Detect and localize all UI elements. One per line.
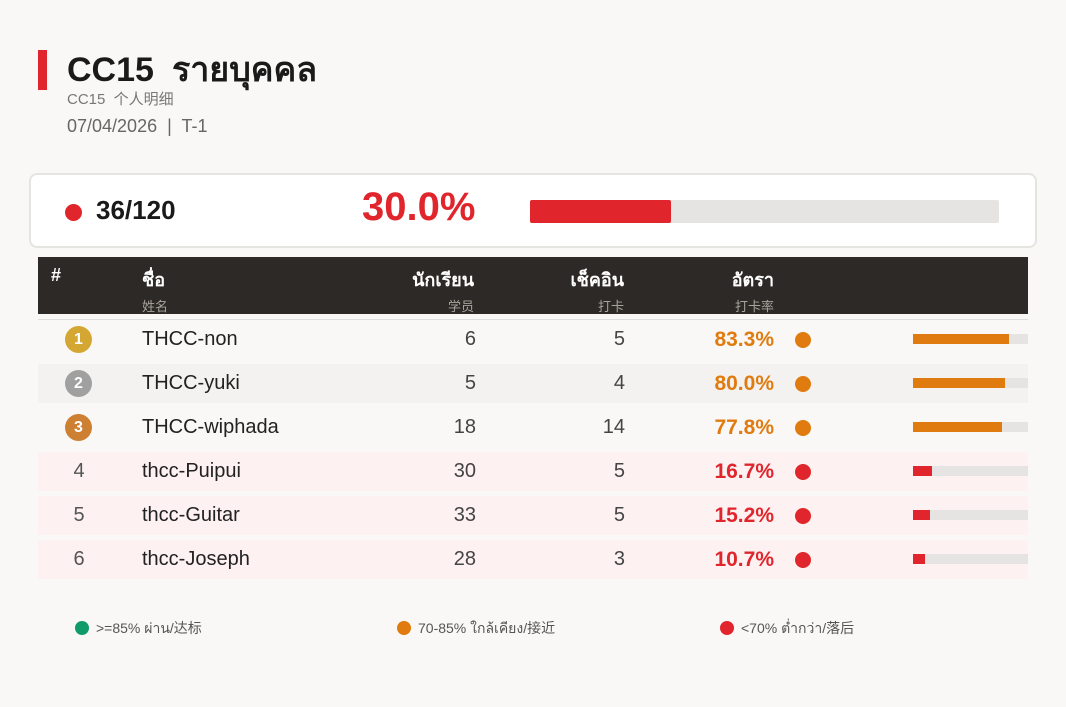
row-checkins: 4 [613, 372, 625, 394]
rank-medal-gold: 1 [65, 326, 92, 353]
title-accent-bar [38, 50, 47, 90]
row-name: THCC-non [142, 328, 238, 350]
row-students: 28 [453, 548, 476, 570]
row-status-dot [795, 376, 811, 392]
row-name: THCC-yuki [142, 372, 240, 394]
row-students: 30 [453, 460, 476, 482]
rank-number: 5 [73, 504, 85, 526]
row-rate: 77.8% [714, 416, 774, 439]
row-rate: 15.2% [714, 504, 774, 527]
row-name: thcc-Guitar [142, 504, 240, 526]
table-row: 1 THCC-non 6 5 83.3% [38, 320, 1028, 359]
rank-medal-bronze: 3 [65, 414, 92, 441]
row-rate-bar-fill [913, 378, 1005, 388]
row-rate-bar-fill [913, 510, 930, 520]
legend-dot-orange [397, 621, 411, 635]
title-code: CC15 [67, 51, 154, 89]
summary-card: 36/120 30.0% [29, 173, 1037, 248]
row-checkins: 3 [613, 548, 625, 570]
col-rank-header: # [51, 265, 62, 285]
row-checkins: 14 [602, 416, 625, 438]
table-body: 1 THCC-non 6 5 83.3% 2 THCC-yuki 5 4 80.0% 3 THCC-w… [38, 320, 1028, 579]
table-row: 3 THCC-wiphada 18 14 77.8% [38, 408, 1028, 447]
rank-number: 6 [73, 548, 85, 570]
row-students: 5 [464, 372, 476, 394]
legend-item-pass: >=85% ผ่าน/达标 [75, 618, 202, 640]
summary-progress-track [530, 200, 999, 223]
row-rate-bar-fill [913, 554, 925, 564]
legend-dot-green [75, 621, 89, 635]
row-rate: 10.7% [714, 548, 774, 571]
legend-dot-red [720, 621, 734, 635]
summary-percent: 30.0% [362, 185, 476, 229]
row-rate: 80.0% [714, 372, 774, 395]
col-name-header: ชื่อ 姓名 [142, 270, 169, 314]
row-status-dot [795, 552, 811, 568]
legend-item-near: 70-85% ใกล้เคียง/接近 [397, 618, 555, 640]
row-checkins: 5 [613, 504, 625, 526]
table-row: 4 thcc-Puipui 30 5 16.7% [38, 452, 1028, 491]
col-checkins-header: เช็คอิน 打卡 [570, 270, 624, 314]
table-row: 2 THCC-yuki 5 4 80.0% [38, 364, 1028, 403]
page-subtitle: CC15 个人明细 [67, 91, 174, 108]
row-rate-bar-fill [913, 466, 932, 476]
row-students: 33 [453, 504, 476, 526]
row-status-dot [795, 332, 811, 348]
row-name: thcc-Joseph [142, 548, 250, 570]
title-thai: รายบุคคล [171, 51, 318, 89]
ranking-table: # ชื่อ 姓名 นักเรียน 学员 เช็คอิน 打卡 อัตรา 打… [38, 257, 1028, 584]
row-students: 18 [453, 416, 476, 438]
summary-progress-fill [530, 200, 671, 223]
row-rate-bar-fill [913, 422, 1002, 432]
row-checkins: 5 [613, 328, 625, 350]
row-rate-bar-track [913, 334, 1028, 344]
summary-count: 36/120 [96, 195, 176, 225]
table-header: # ชื่อ 姓名 นักเรียน 学员 เช็คอิน 打卡 อัตรา 打… [38, 257, 1028, 314]
col-rate-header: อัตรา 打卡率 [731, 270, 774, 314]
row-rate-bar-track [913, 466, 1028, 476]
row-rate-bar-track [913, 554, 1028, 564]
summary-status-dot [65, 204, 82, 221]
row-rate-bar-track [913, 422, 1028, 432]
row-checkins: 5 [613, 460, 625, 482]
page-title: CC15 รายบุคคล [67, 42, 317, 96]
legend-item-behind: <70% ต่ำกว่า/落后 [720, 618, 854, 640]
row-status-dot [795, 420, 811, 436]
date-meta: 07/04/2026 | T-1 [67, 116, 208, 136]
rank-medal-silver: 2 [65, 370, 92, 397]
row-name: thcc-Puipui [142, 460, 241, 482]
table-row: 6 thcc-Joseph 28 3 10.7% [38, 540, 1028, 579]
header-divider [38, 314, 1028, 320]
row-rate: 83.3% [714, 328, 774, 351]
rank-number: 4 [73, 460, 85, 482]
row-name: THCC-wiphada [142, 416, 279, 438]
row-rate-bar-track [913, 378, 1028, 388]
row-status-dot [795, 464, 811, 480]
row-rate-bar-fill [913, 334, 1009, 344]
row-rate: 16.7% [714, 460, 774, 483]
row-status-dot [795, 508, 811, 524]
col-students-header: นักเรียน 学员 [412, 270, 474, 314]
table-row: 5 thcc-Guitar 33 5 15.2% [38, 496, 1028, 535]
row-students: 6 [464, 328, 476, 350]
row-rate-bar-track [913, 510, 1028, 520]
